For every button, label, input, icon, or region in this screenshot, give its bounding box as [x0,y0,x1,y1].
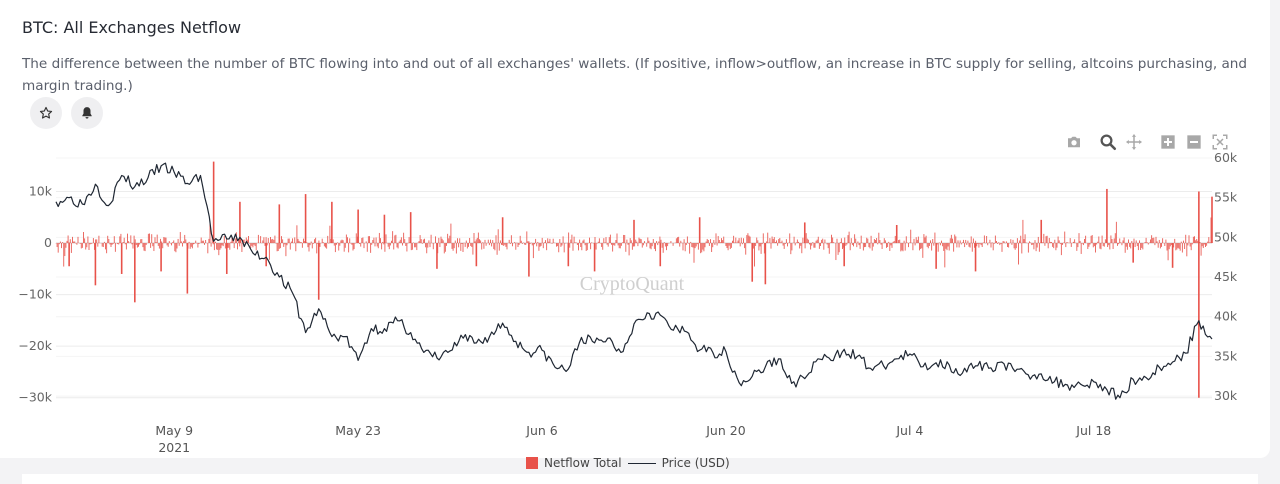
favorite-button[interactable] [30,97,62,129]
x-tick-label: Jul 18 [1075,423,1111,438]
netflow-bars [55,161,1213,398]
price-line [55,162,1213,400]
zoom-icon[interactable] [1098,132,1118,152]
y-left-tick-label: 0 [44,235,52,250]
autoscale-icon[interactable] [1210,132,1230,152]
x-tick-label: Jun 20 [705,423,745,438]
pan-icon[interactable] [1124,132,1144,152]
chart-toolbar [1064,131,1230,153]
y-left-tick-label: −20k [18,338,52,353]
watermark: CryptoQuant [580,273,685,295]
netflow-legend-label[interactable]: Netflow Total [544,456,622,470]
camera-icon[interactable] [1064,132,1084,152]
y-right-tick-label: 35k [1214,348,1238,363]
x-tick-label: Jun 6 [525,423,558,438]
bell-icon [82,107,92,119]
x-tick-label: Jul 4 [895,423,923,438]
y-left-tick-label: −10k [18,287,52,302]
netflow-legend-swatch[interactable] [526,457,538,469]
x-tick-label: May 23 [335,423,381,438]
page-title: BTC: All Exchanges Netflow [22,18,242,37]
y-right-tick-label: 60k [1214,150,1238,165]
y-right-tick-label: 50k [1214,229,1238,244]
bottom-strip [22,474,1258,484]
axes: 10k 0 −10k −20k −30k 60k 55k 50k 45k 40k 35k 30k May… [18,150,1238,455]
y-left-tick-label: 10k [29,184,53,199]
y-left-tick-label: −30k [18,390,52,405]
price-series-line [55,162,1213,400]
y-right-tick-label: 55k [1214,190,1238,205]
chart-card [0,0,1270,458]
y-right-tick-label: 45k [1214,269,1238,284]
chart-legend: Netflow Total Price (USD) [526,456,730,470]
star-icon [39,106,53,119]
price-legend-label[interactable]: Price (USD) [661,456,730,470]
chart-description: The difference between the number of BTC… [22,56,1248,94]
zoom-out-icon[interactable] [1184,132,1204,152]
y-right-tick-label: 30k [1214,388,1238,403]
grid [56,157,1212,399]
y-right-tick-label: 40k [1214,309,1238,324]
x-tick-sublabel: 2021 [158,440,190,455]
x-tick-label: May 9 [155,423,193,438]
zoom-in-icon[interactable] [1158,132,1178,152]
alert-button[interactable] [71,97,103,129]
price-legend-swatch[interactable] [627,462,656,464]
